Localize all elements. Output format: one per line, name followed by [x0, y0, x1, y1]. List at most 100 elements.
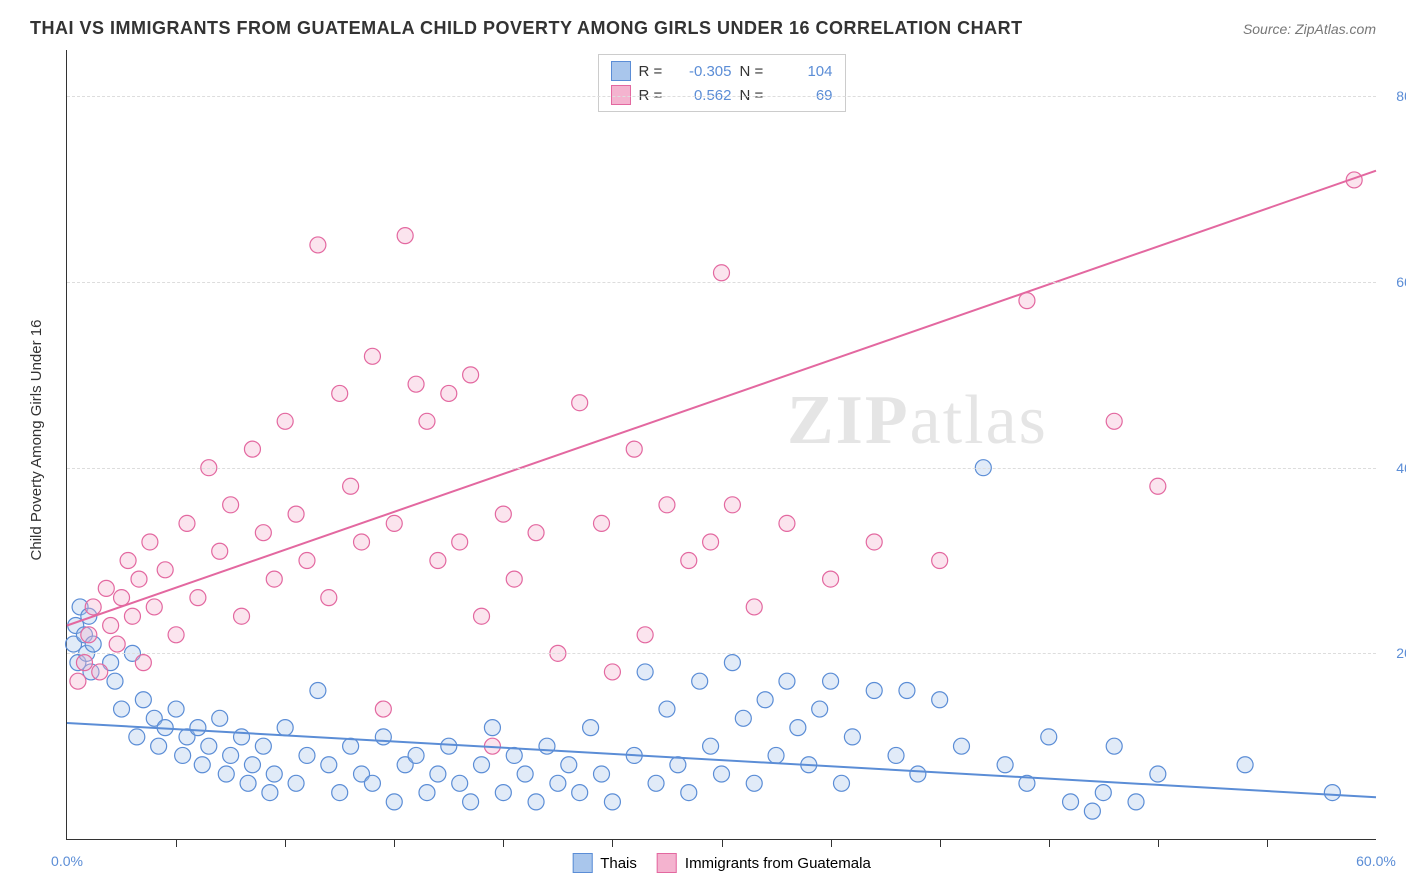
data-point	[506, 571, 522, 587]
data-point	[201, 738, 217, 754]
data-point	[463, 367, 479, 383]
data-point	[648, 775, 664, 791]
data-point	[288, 506, 304, 522]
xtick	[503, 839, 504, 847]
data-point	[168, 627, 184, 643]
data-point	[714, 265, 730, 281]
data-point	[218, 766, 234, 782]
xtick	[285, 839, 286, 847]
data-point	[234, 729, 250, 745]
gridline	[67, 468, 1376, 469]
data-point	[277, 413, 293, 429]
data-point	[659, 701, 675, 717]
data-point	[364, 775, 380, 791]
n-value-guatemala: 69	[778, 87, 833, 104]
data-point	[430, 766, 446, 782]
xtick	[1158, 839, 1159, 847]
data-point	[866, 682, 882, 698]
data-point	[194, 757, 210, 773]
data-point	[332, 785, 348, 801]
data-point	[572, 785, 588, 801]
data-point	[681, 553, 697, 569]
data-point	[463, 794, 479, 810]
data-point	[98, 580, 114, 596]
data-point	[354, 534, 370, 550]
data-point	[288, 775, 304, 791]
data-point	[637, 627, 653, 643]
data-point	[364, 348, 380, 364]
data-point	[135, 692, 151, 708]
n-label: N =	[740, 63, 770, 80]
data-point	[92, 664, 108, 680]
data-point	[430, 553, 446, 569]
xtick	[1049, 839, 1050, 847]
xtick	[940, 839, 941, 847]
data-point	[240, 775, 256, 791]
chart-title: THAI VS IMMIGRANTS FROM GUATEMALA CHILD …	[30, 18, 1023, 39]
data-point	[572, 395, 588, 411]
data-point	[604, 794, 620, 810]
data-point	[120, 553, 136, 569]
data-point	[703, 738, 719, 754]
data-point	[1150, 478, 1166, 494]
swatch-thais	[572, 853, 592, 873]
data-point	[910, 766, 926, 782]
data-point	[626, 441, 642, 457]
data-point	[419, 413, 435, 429]
data-point	[932, 553, 948, 569]
ytick-label: 60.0%	[1381, 274, 1406, 290]
data-point	[332, 385, 348, 401]
data-point	[441, 738, 457, 754]
data-point	[550, 775, 566, 791]
data-point	[724, 655, 740, 671]
data-point	[604, 664, 620, 680]
data-point	[299, 553, 315, 569]
data-point	[539, 738, 555, 754]
correlation-legend: R = -0.305 N = 104 R = 0.562 N = 69	[598, 54, 846, 112]
gridline	[67, 282, 1376, 283]
legend-row-thais: R = -0.305 N = 104	[611, 59, 833, 83]
gridline	[67, 653, 1376, 654]
data-point	[212, 710, 228, 726]
data-point	[724, 497, 740, 513]
data-point	[175, 747, 191, 763]
data-point	[1041, 729, 1057, 745]
data-point	[452, 775, 468, 791]
data-point	[997, 757, 1013, 773]
legend-label-guatemala: Immigrants from Guatemala	[685, 855, 871, 872]
data-point	[234, 608, 250, 624]
data-point	[223, 497, 239, 513]
data-point	[310, 237, 326, 253]
data-point	[746, 775, 762, 791]
xtick	[176, 839, 177, 847]
data-point	[107, 673, 123, 689]
data-point	[823, 571, 839, 587]
chart-plot-area: ZIPatlas R = -0.305 N = 104 R = 0.562 N …	[66, 50, 1376, 840]
xtick	[1267, 839, 1268, 847]
data-point	[244, 441, 260, 457]
data-point	[583, 720, 599, 736]
data-point	[495, 785, 511, 801]
data-point	[790, 720, 806, 736]
data-point	[452, 534, 468, 550]
data-point	[528, 794, 544, 810]
data-point	[151, 738, 167, 754]
data-point	[255, 738, 271, 754]
data-point	[343, 738, 359, 754]
data-point	[833, 775, 849, 791]
data-point	[135, 655, 151, 671]
data-point	[714, 766, 730, 782]
xtick	[612, 839, 613, 847]
legend-item-thais: Thais	[572, 853, 637, 873]
data-point	[262, 785, 278, 801]
swatch-thais	[611, 61, 631, 81]
data-point	[932, 692, 948, 708]
data-point	[146, 599, 162, 615]
gridline	[67, 96, 1376, 97]
data-point	[375, 729, 391, 745]
data-point	[168, 701, 184, 717]
data-point	[299, 747, 315, 763]
data-point	[681, 785, 697, 801]
scatter-svg	[67, 50, 1376, 839]
data-point	[1084, 803, 1100, 819]
